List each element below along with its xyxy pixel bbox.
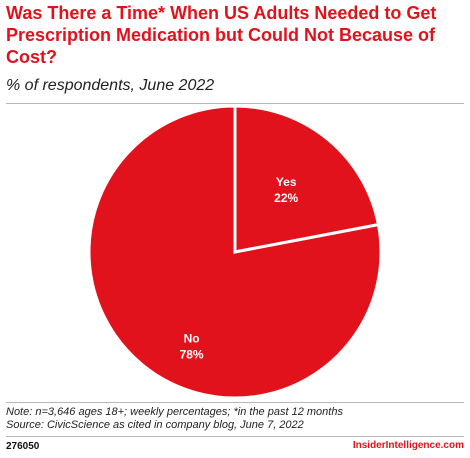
brand-link[interactable]: InsiderIntelligence.com bbox=[352, 440, 464, 451]
chart-note: Note: n=3,646 ages 18+; weekly percentag… bbox=[6, 406, 343, 418]
slice-value-label: 78% bbox=[180, 347, 204, 361]
pie-slice-no bbox=[87, 104, 383, 400]
pie-chart: Yes 22% No 78% bbox=[87, 104, 383, 400]
chart-title: Was There a Time* When US Adults Needed … bbox=[6, 3, 437, 67]
bottom-divider bbox=[6, 402, 464, 403]
slice-label-yes: Yes 22% bbox=[274, 175, 298, 205]
chart-id: 276050 bbox=[6, 441, 40, 452]
chart-source: Source: CivicScience as cited in company… bbox=[6, 419, 304, 431]
slice-category-label: Yes bbox=[276, 175, 297, 189]
slice-value-label: 22% bbox=[274, 191, 298, 205]
chart-subtitle: % of respondents, June 2022 bbox=[6, 77, 215, 94]
chart-area: Yes 22% No 78% bbox=[0, 104, 470, 400]
top-divider bbox=[6, 103, 464, 104]
pie-slice-yes bbox=[233, 104, 381, 254]
slice-category-label: No bbox=[184, 331, 200, 345]
slice-label-no: No 78% bbox=[180, 331, 204, 361]
footer-divider bbox=[6, 436, 464, 437]
